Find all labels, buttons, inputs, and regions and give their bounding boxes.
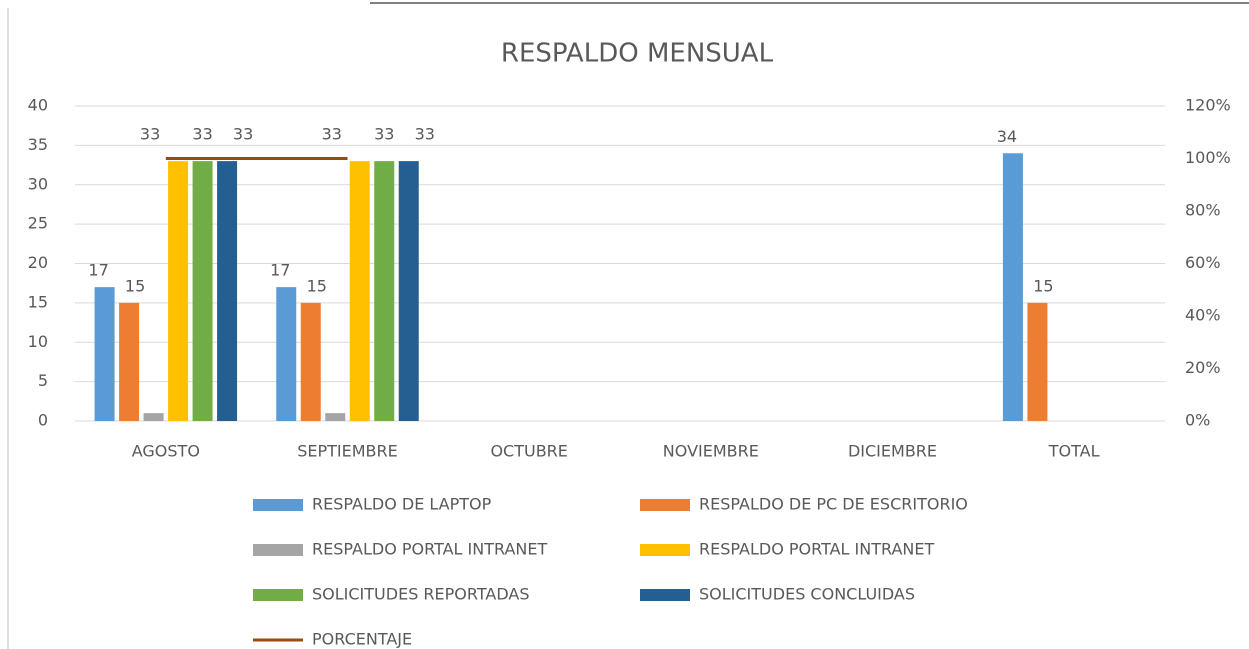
bar	[1002, 153, 1023, 421]
legend-swatch	[640, 499, 690, 511]
bar	[143, 413, 164, 421]
y-tick-label: 5	[38, 371, 48, 390]
legend-label: SOLICITUDES CONCLUIDAS	[699, 585, 915, 604]
legend-label: RESPALDO PORTAL INTRANET	[312, 540, 547, 559]
legend-label: RESPALDO PORTAL INTRANET	[699, 540, 934, 559]
bar	[398, 161, 419, 421]
x-tick-label: TOTAL	[1048, 442, 1100, 461]
y-tick-label: 15	[28, 292, 48, 311]
y-tick-label: 25	[28, 214, 48, 233]
x-tick-label: NOVIEMBRE	[663, 442, 759, 461]
legend-label: RESPALDO DE LAPTOP	[312, 495, 492, 514]
bar	[325, 413, 346, 421]
y2-tick-label: 40%	[1185, 306, 1221, 325]
bar	[374, 161, 395, 421]
data-label: 15	[307, 276, 327, 295]
y-tick-label: 30	[28, 174, 48, 193]
data-label: 33	[140, 125, 160, 144]
y2-tick-label: 120%	[1185, 96, 1231, 115]
x-tick-label: OCTUBRE	[490, 442, 567, 461]
legend-label: SOLICITUDES REPORTADAS	[312, 585, 529, 604]
data-label: 33	[233, 125, 253, 144]
bar	[192, 161, 213, 421]
legend-swatch	[253, 499, 303, 511]
legend-swatch	[640, 589, 690, 601]
x-tick-label: DICIEMBRE	[848, 442, 937, 461]
y-tick-label: 20	[28, 253, 48, 272]
data-label: 34	[997, 127, 1017, 146]
bar	[300, 302, 321, 421]
bar	[217, 161, 238, 421]
y-tick-label: 0	[38, 411, 48, 430]
y2-tick-label: 100%	[1185, 148, 1231, 167]
y2-tick-label: 0%	[1185, 411, 1210, 430]
x-tick-label: SEPTIEMBRE	[297, 442, 398, 461]
legend-swatch	[253, 544, 303, 556]
bar	[94, 287, 115, 421]
data-label: 17	[270, 261, 290, 280]
legend-label: PORCENTAJE	[312, 630, 412, 649]
data-label: 17	[88, 261, 108, 280]
y2-tick-label: 80%	[1185, 201, 1221, 220]
x-tick-label: AGOSTO	[132, 442, 200, 461]
y2-tick-label: 60%	[1185, 253, 1221, 272]
bar	[119, 302, 140, 421]
data-label: 33	[415, 125, 435, 144]
bar	[349, 161, 370, 421]
data-label: 15	[125, 276, 145, 295]
legend-swatch	[253, 589, 303, 601]
chart-title: RESPALDO MENSUAL	[501, 39, 774, 69]
data-label: 33	[374, 125, 394, 144]
data-label: 33	[192, 125, 212, 144]
y2-tick-label: 20%	[1185, 358, 1221, 377]
bar	[1027, 302, 1048, 421]
y-tick-label: 35	[28, 135, 48, 154]
bar	[168, 161, 189, 421]
y-tick-label: 40	[28, 96, 48, 115]
bar	[276, 287, 297, 421]
y-tick-label: 10	[28, 332, 48, 351]
legend-label: RESPALDO DE PC DE ESCRITORIO	[699, 495, 968, 514]
legend-swatch	[640, 544, 690, 556]
data-label: 33	[322, 125, 342, 144]
data-label: 15	[1033, 276, 1053, 295]
